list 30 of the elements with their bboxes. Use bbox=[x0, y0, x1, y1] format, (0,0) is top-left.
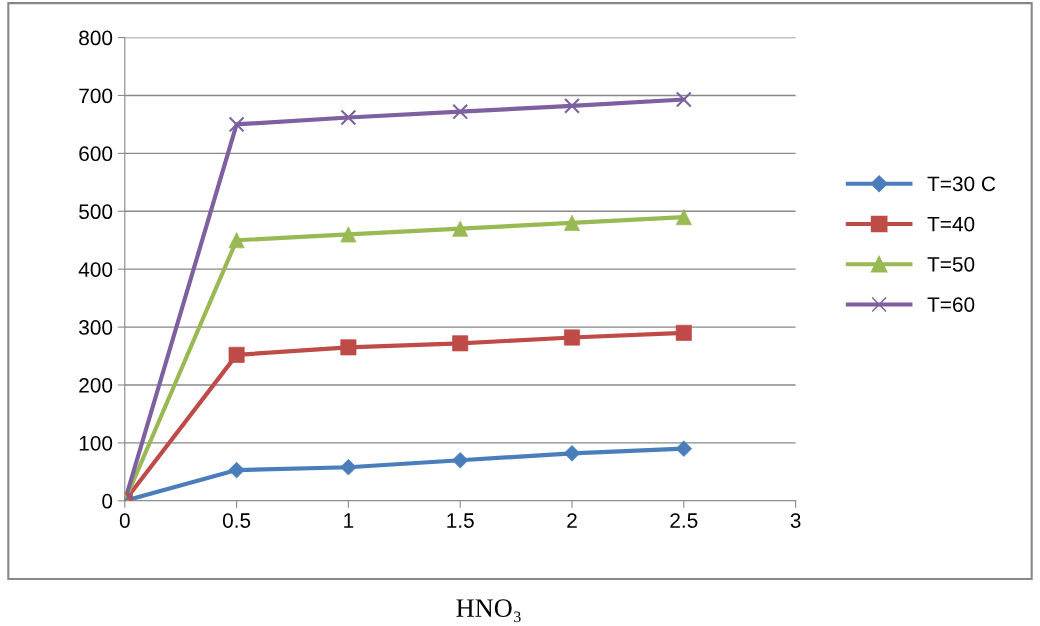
point bbox=[228, 116, 245, 133]
legend-label: T=60 bbox=[927, 297, 975, 312]
x-tick-label: 2 bbox=[567, 513, 577, 528]
legend-label: T=30 C bbox=[927, 176, 996, 192]
y-tick-label: 400 bbox=[78, 262, 113, 277]
y-tick-label: 200 bbox=[79, 377, 113, 393]
y-tick-label: 800 bbox=[79, 30, 113, 46]
point bbox=[340, 459, 357, 476]
point bbox=[564, 97, 580, 114]
point bbox=[675, 91, 692, 108]
y-tick-label: 700 bbox=[79, 88, 113, 104]
x-tick-label: 0 bbox=[119, 513, 130, 528]
x-tick-label: 1.5 bbox=[447, 513, 474, 528]
point bbox=[340, 109, 357, 126]
y-tick-label: 500 bbox=[79, 204, 113, 220]
y-tick-label: 0 bbox=[102, 493, 113, 509]
legend-label: T=50 bbox=[927, 256, 975, 272]
x-tick-label: 0.5 bbox=[222, 513, 251, 528]
x-tick-label: 3 bbox=[790, 513, 801, 528]
y-tick-label: 600 bbox=[79, 146, 113, 162]
point bbox=[563, 445, 581, 462]
x-tick-label: 2.5 bbox=[670, 513, 698, 528]
y-tick-label: 300 bbox=[79, 320, 113, 335]
legend-label: T=40 bbox=[927, 216, 975, 232]
x-axis-title: HNO₃ bbox=[456, 599, 521, 623]
point bbox=[675, 209, 692, 226]
x-tick-label: 1 bbox=[344, 513, 354, 528]
point bbox=[452, 103, 469, 120]
point bbox=[675, 324, 692, 341]
y-tick-label: 100 bbox=[79, 435, 113, 451]
